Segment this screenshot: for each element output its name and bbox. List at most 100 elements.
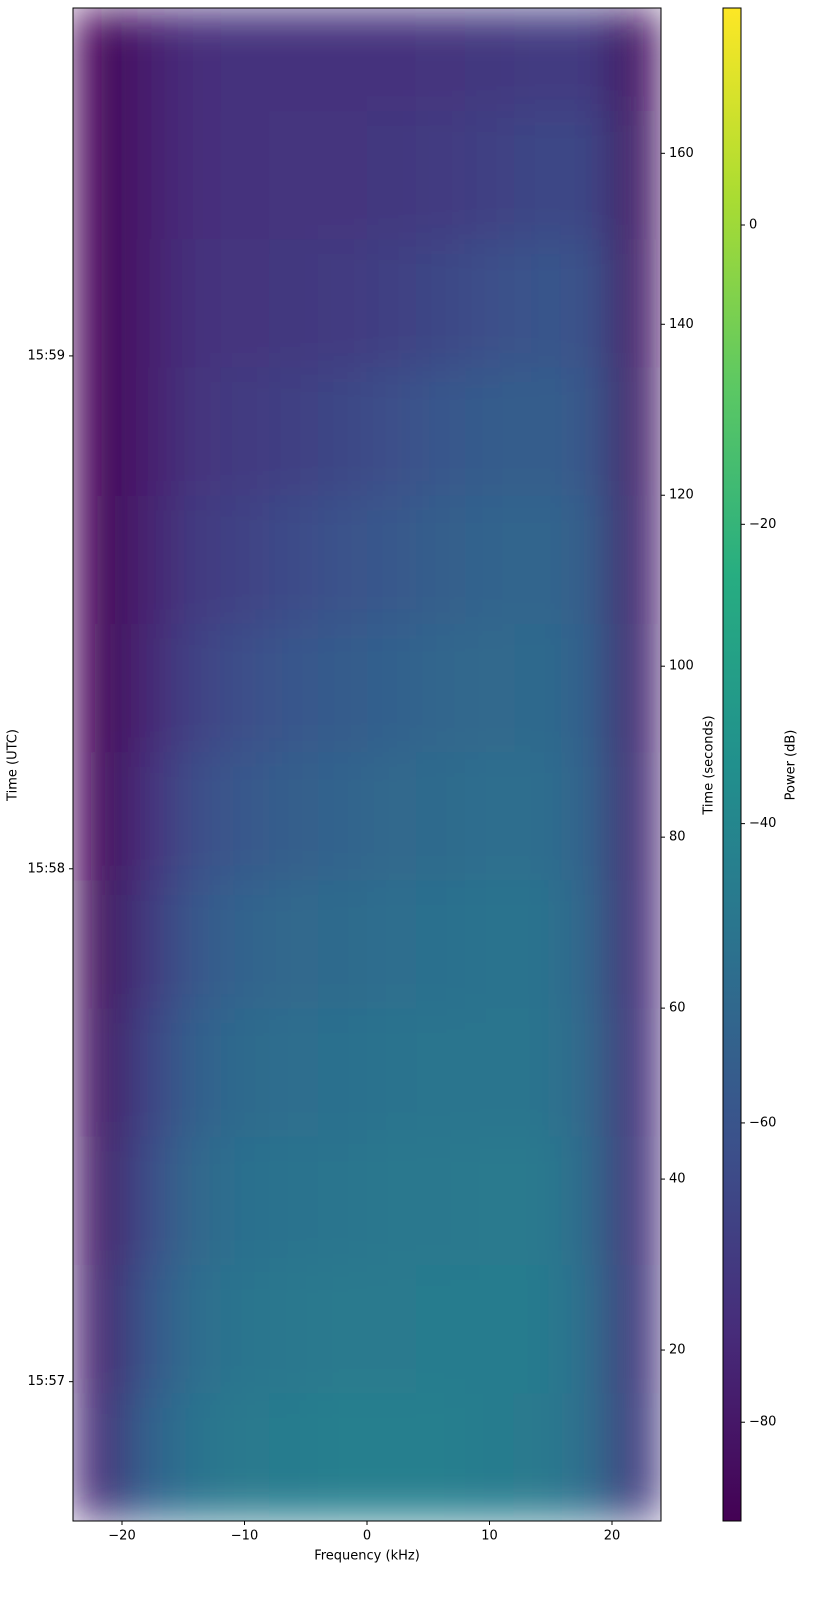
heatmap-cell: [416, 238, 466, 368]
heatmap-cell: [171, 495, 221, 624]
heatmap-cell: [367, 879, 417, 1009]
heatmap-cell: [269, 879, 319, 1009]
heatmap-cell: [514, 238, 564, 368]
heatmap-cell: [171, 110, 221, 240]
heatmap-cell: [73, 1008, 123, 1137]
heatmap-cell: [465, 879, 515, 1009]
heatmap-cell: [416, 879, 466, 1009]
heatmap-cell: [416, 495, 466, 624]
heatmap-cell: [514, 751, 564, 881]
heatmap-cell: [563, 1392, 613, 1521]
y2-axis-label: Time (UTC): [6, 729, 21, 802]
x-tick-label: 10: [481, 1529, 498, 1544]
x-tick-label: 0: [363, 1529, 371, 1544]
heatmap-cell: [318, 1392, 368, 1521]
heatmap-cell: [73, 110, 123, 240]
heatmap-cell: [612, 623, 661, 753]
heatmap-cell: [514, 495, 564, 624]
heatmap-cell: [465, 751, 515, 881]
heatmap-cell: [122, 238, 172, 368]
heatmap-cell: [220, 110, 270, 240]
heatmap-cell: [318, 879, 368, 1009]
heatmap-cell: [514, 367, 564, 496]
heatmap-cell: [269, 110, 319, 240]
heatmap-cell: [171, 238, 221, 368]
heatmap-cell: [612, 110, 661, 240]
heatmap-cell: [122, 110, 172, 240]
heatmap-cell: [465, 1264, 515, 1394]
heatmap-cell: [563, 110, 613, 240]
heatmap-cell: [367, 495, 417, 624]
heatmap-cell: [612, 367, 661, 496]
heatmap-cell: [367, 1264, 417, 1394]
heatmap-cell: [318, 238, 368, 368]
heatmap-cell: [612, 238, 661, 368]
heatmap-cell: [122, 495, 172, 624]
heatmap-cell: [416, 367, 466, 496]
heatmap-cell: [318, 367, 368, 496]
heatmap-cell: [73, 1392, 123, 1521]
heatmap-cell: [563, 495, 613, 624]
heatmap-cell: [269, 623, 319, 753]
heatmap-cell: [416, 1136, 466, 1266]
y2-tick-label: 15:58: [28, 861, 65, 876]
heatmap-cell: [171, 1264, 221, 1394]
y2-tick-label: 15:57: [28, 1374, 65, 1389]
heatmap-cell: [171, 1008, 221, 1137]
heatmap-cell: [612, 751, 661, 881]
heatmap-cell: [465, 238, 515, 368]
heatmap-cell: [122, 879, 172, 1009]
heatmap-cell: [269, 495, 319, 624]
heatmap-cell: [514, 879, 564, 1009]
heatmap-cell: [514, 1008, 564, 1137]
heatmap-cell: [465, 1392, 515, 1521]
heatmap-cell: [318, 1008, 368, 1137]
heatmap-cell: [367, 367, 417, 496]
heatmap-cell: [612, 495, 661, 624]
heatmap-cell: [220, 1264, 270, 1394]
heatmap-cell: [73, 1136, 123, 1266]
heatmap-cell: [367, 1008, 417, 1137]
heatmap-cell: [465, 623, 515, 753]
heatmap-cell: [318, 110, 368, 240]
heatmap-cell: [269, 1264, 319, 1394]
heatmap-cell: [367, 1136, 417, 1266]
y-tick-label: 140: [669, 317, 694, 332]
y-axis-label: Time (seconds): [702, 715, 717, 815]
heatmap-cell: [269, 367, 319, 496]
heatmap-cell: [220, 1392, 270, 1521]
heatmap-cell: [367, 751, 417, 881]
heatmap-cell: [416, 1264, 466, 1394]
heatmap-cell: [220, 879, 270, 1009]
heatmap-cell: [220, 495, 270, 624]
heatmap-cell: [563, 623, 613, 753]
y-tick-label: 60: [669, 1001, 686, 1016]
heatmap-cell: [220, 1136, 270, 1266]
heatmap-cell: [465, 495, 515, 624]
heatmap-cell: [269, 238, 319, 368]
heatmap-cell: [171, 8, 221, 112]
heatmap-cell: [416, 1392, 466, 1521]
heatmap-cell: [416, 751, 466, 881]
colorbar-tick-label: −20: [749, 517, 776, 532]
heatmap-cell: [318, 623, 368, 753]
colorbar: [722, 7, 742, 1522]
heatmap-cell: [612, 8, 661, 112]
heatmap-cell: [514, 1136, 564, 1266]
heatmap-cell: [465, 8, 515, 112]
heatmap-cell: [465, 1136, 515, 1266]
heatmap-cell: [269, 1392, 319, 1521]
heatmap-cell: [416, 8, 466, 112]
heatmap-cell: [269, 751, 319, 881]
heatmap-cell: [367, 1392, 417, 1521]
heatmap-cell: [171, 623, 221, 753]
plot-area: [73, 8, 661, 1521]
colorbar-tick-label: −60: [749, 1115, 776, 1130]
heatmap-cell: [318, 495, 368, 624]
colorbar-tick-label: −40: [749, 816, 776, 831]
heatmap-cell: [220, 238, 270, 368]
y-tick-label: 80: [669, 830, 686, 845]
